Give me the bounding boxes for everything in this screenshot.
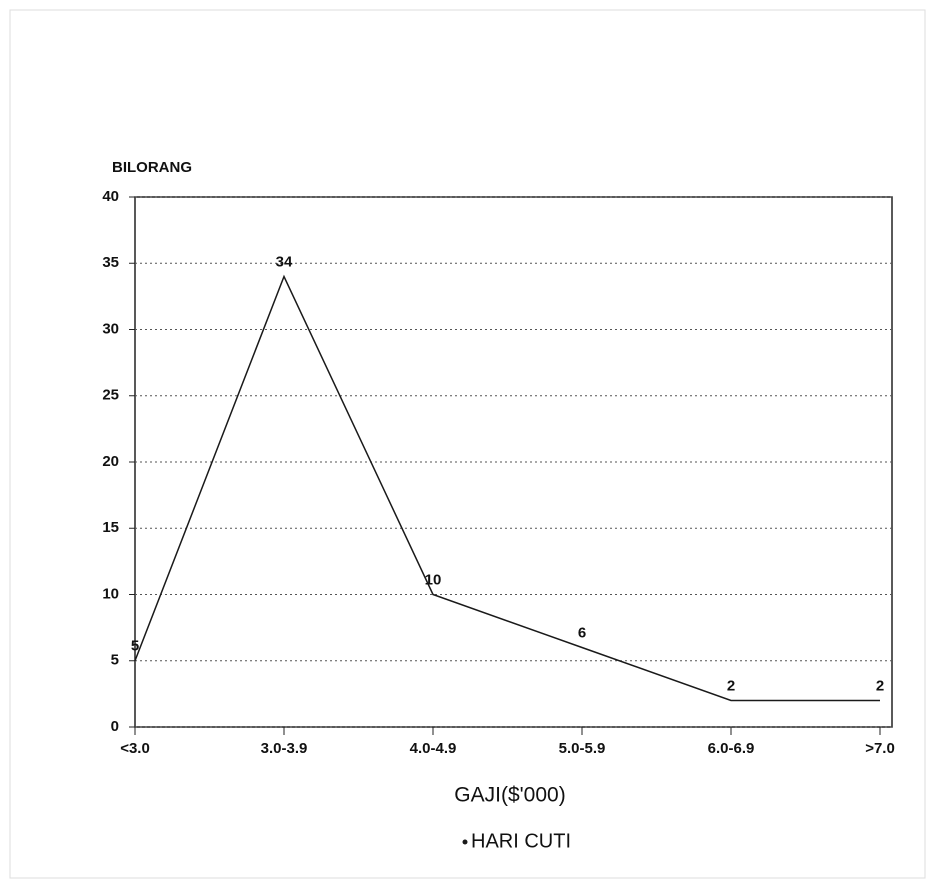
data-label: 2 [876,677,884,694]
y-tick-label: 30 [102,320,119,337]
y-tick-label: 35 [102,254,119,271]
y-tick-label: 15 [102,519,119,536]
x-tick-label: 4.0-4.9 [410,740,457,757]
y-tick-label: 20 [102,453,119,470]
x-tick-label: 6.0-6.9 [708,740,755,757]
y-tick-label: 40 [102,188,119,205]
y-tick-label: 5 [111,652,119,669]
data-label: 6 [578,624,586,641]
data-label: 34 [276,253,293,270]
y-tick-label: 10 [102,585,119,602]
data-line [134,274,880,702]
plot-frame [134,196,893,728]
x-tick-label: 3.0-3.9 [261,740,308,757]
data-label: 2 [727,677,735,694]
page-border [9,9,926,879]
legend-marker [462,839,468,845]
legend-label: HARI CUTI [471,830,571,852]
data-label: 10 [425,571,442,588]
x-tick-label: <3.0 [120,740,150,757]
y-tick-label: 25 [102,387,119,404]
y-tick-label: 0 [111,718,119,735]
x-tick-label: >7.0 [865,740,895,757]
data-label: 5 [131,638,139,655]
y-axis-label: BILORANG [112,159,192,176]
x-axis-label: GAJI($'000) [454,784,565,807]
x-tick-label: 5.0-5.9 [559,740,606,757]
